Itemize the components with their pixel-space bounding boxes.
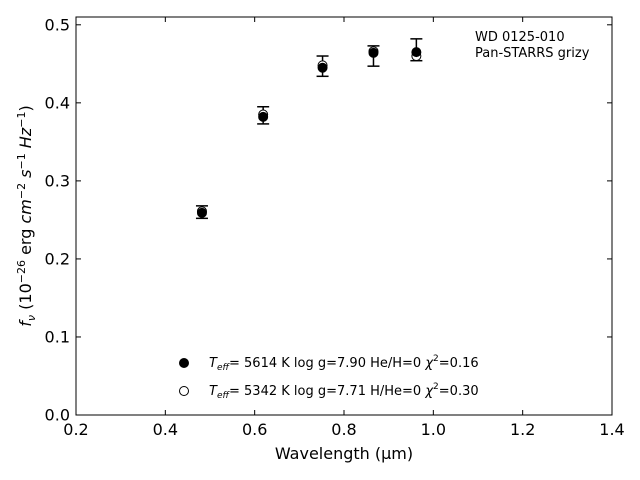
legend-marker-filled (179, 358, 189, 368)
legend-2-logg: log g=7.71 (294, 384, 366, 399)
legend-2-comp: H/He=0 (370, 384, 421, 399)
legend-1-comp: He/H=0 (370, 356, 421, 371)
x-tick-label: 0.6 (242, 420, 267, 439)
legend-1-teff: 5614 K (244, 356, 290, 371)
axis-ticks: 0.2 0.4 0.6 0.8 1.0 1.2 1.4 0.0 0.1 0.2 0.3 0.4 0.5 (45, 15, 625, 439)
y-axis-label: fν (10−26 erg cm−2 s−1 Hz−1) (15, 105, 38, 326)
survey-name: Pan-STARRS grizy (475, 46, 590, 61)
x-tick-label: 1.0 (421, 420, 446, 439)
x-tick-label: 1.4 (599, 420, 624, 439)
legend-2-chi2: =0.30 (439, 384, 479, 399)
point-filled (317, 62, 328, 73)
x-tick-label: 0.8 (331, 420, 356, 439)
y-tick-label: 0.3 (45, 171, 70, 190)
point-filled (411, 47, 422, 58)
legend-marker-open (179, 386, 189, 396)
svg-text:Teff= 5342 K log g=7.71 H/H: Teff= 5342 K log g=7.71 H/He=0 χ2=0.30 (209, 382, 479, 401)
y-tick-label: 0.2 (45, 249, 70, 268)
legend-1-logg: log g=7.90 (294, 356, 366, 371)
legend: Teff= 5614 K log g=7.90 He/H=0 χ2=0.16 T… (179, 354, 479, 401)
y-tick-label: 0.4 (45, 93, 70, 112)
legend-2-teff: 5342 K (244, 384, 290, 399)
target-name: WD 0125-010 (475, 30, 565, 45)
model-points (196, 46, 422, 218)
observed-errorbars (195, 38, 423, 220)
x-axis-label: Wavelength (μm) (275, 444, 413, 463)
x-tick-label: 0.2 (63, 420, 88, 439)
legend-1-chi2: =0.16 (439, 356, 479, 371)
point-filled (258, 111, 269, 122)
x-tick-label: 0.4 (153, 420, 178, 439)
y-tick-label: 0.0 (45, 406, 70, 425)
legend-entry-2: Teff= 5342 K log g=7.71 H/He=0 χ2=0.30 (179, 382, 479, 401)
x-tick-label: 1.2 (510, 420, 535, 439)
svg-text:Teff= 5614 K log g=7.90 He/: Teff= 5614 K log g=7.90 He/H=0 χ2=0.16 (209, 354, 479, 373)
y-tick-label: 0.1 (45, 327, 70, 346)
point-filled (196, 207, 207, 218)
y-tick-label: 0.5 (45, 15, 70, 34)
point-filled (368, 47, 379, 58)
legend-entry-1: Teff= 5614 K log g=7.90 He/H=0 χ2=0.16 (179, 354, 479, 373)
